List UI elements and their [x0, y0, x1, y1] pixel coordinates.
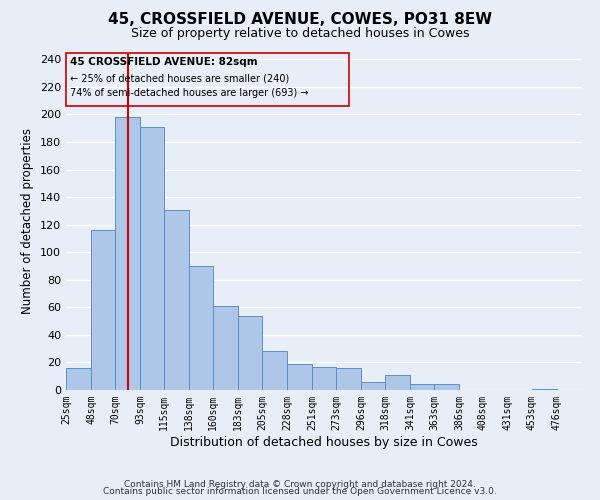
Bar	[385, 375, 410, 390]
Bar	[238, 316, 262, 390]
Bar	[287, 364, 312, 390]
Bar	[361, 382, 385, 390]
Bar	[164, 210, 189, 390]
Text: 74% of semi-detached houses are larger (693) →: 74% of semi-detached houses are larger (…	[70, 88, 309, 99]
Text: Contains HM Land Registry data © Crown copyright and database right 2024.: Contains HM Land Registry data © Crown c…	[124, 480, 476, 489]
Y-axis label: Number of detached properties: Number of detached properties	[22, 128, 34, 314]
Bar	[410, 384, 434, 390]
Bar	[262, 352, 287, 390]
Bar	[213, 306, 238, 390]
Bar	[434, 384, 459, 390]
Text: 45, CROSSFIELD AVENUE, COWES, PO31 8EW: 45, CROSSFIELD AVENUE, COWES, PO31 8EW	[108, 12, 492, 28]
Bar	[140, 127, 164, 390]
Bar	[532, 388, 557, 390]
Text: Contains public sector information licensed under the Open Government Licence v3: Contains public sector information licen…	[103, 488, 497, 496]
Bar	[66, 368, 91, 390]
Bar	[115, 117, 140, 390]
Text: 45 CROSSFIELD AVENUE: 82sqm: 45 CROSSFIELD AVENUE: 82sqm	[70, 56, 258, 66]
Bar	[66, 52, 349, 106]
Text: ← 25% of detached houses are smaller (240): ← 25% of detached houses are smaller (24…	[70, 73, 290, 83]
Bar	[312, 366, 336, 390]
Bar	[189, 266, 213, 390]
Bar	[91, 230, 115, 390]
Text: Size of property relative to detached houses in Cowes: Size of property relative to detached ho…	[131, 28, 469, 40]
Bar	[336, 368, 361, 390]
X-axis label: Distribution of detached houses by size in Cowes: Distribution of detached houses by size …	[170, 436, 478, 448]
